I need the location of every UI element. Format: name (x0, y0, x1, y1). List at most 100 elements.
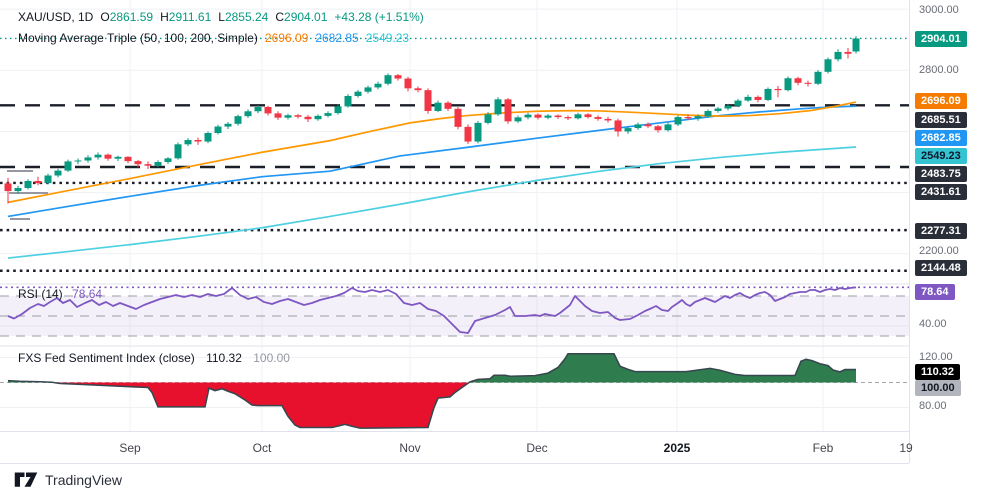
symbol-legend-row[interactable]: XAU/USD, 1D O2861.59 H2911.61 L2855.24 C… (18, 7, 424, 28)
candle-down (554, 115, 562, 118)
candle-down (304, 116, 312, 120)
candle-up (852, 38, 860, 52)
rsi-value: 78.64 (72, 287, 103, 301)
candle-up (314, 115, 322, 120)
rsi-line (7, 286, 857, 334)
candle-down (564, 117, 572, 119)
candle-down (194, 140, 202, 142)
candle-up (494, 99, 502, 115)
price-badge: 100.00 (915, 380, 961, 396)
candle-up (64, 161, 72, 171)
candle-down (604, 118, 612, 121)
candle-down (134, 161, 142, 165)
ohlc-open: O2861.59 (100, 10, 154, 24)
price-badge: 2696.09 (915, 93, 967, 109)
price-badge: 2144.48 (915, 260, 967, 276)
candle-up (354, 91, 362, 96)
candle-up (244, 111, 252, 117)
candle-up (664, 124, 672, 131)
ma-legend-row[interactable]: Moving Average Triple (50, 100, 200, Sim… (18, 28, 424, 49)
price-badge: 2431.61 (915, 184, 967, 200)
candle-down (614, 120, 622, 132)
candle-up (254, 106, 262, 112)
ma-indicator-title: Moving Average Triple (50, 100, 200, Sim… (18, 31, 258, 45)
candle-down (404, 78, 412, 89)
candle-up (234, 116, 242, 124)
fxs-area-positive (469, 353, 856, 383)
candle-down (804, 82, 812, 84)
ma50-line (7, 101, 857, 204)
candle-up (704, 110, 712, 117)
candle-up (344, 95, 352, 107)
price-badge: 2682.85 (915, 130, 967, 146)
fxs-legend-row[interactable]: FXS Fed Sentiment Index (close) 110.32 1… (18, 351, 290, 365)
price-axis-label: 2200.00 (919, 245, 959, 257)
candle-up (14, 188, 22, 192)
candle-down (654, 126, 662, 131)
brand-name: TradingView (45, 472, 123, 488)
candle-up (94, 154, 102, 158)
rsi-legend-row[interactable]: RSI (14) 78.64 (18, 287, 102, 301)
candle-down (584, 114, 592, 118)
candle-up (484, 114, 492, 123)
ma200-value: 2549.23 (365, 31, 410, 45)
price-badge: 2277.31 (915, 223, 967, 239)
candle-down (394, 75, 402, 79)
candle-down (504, 99, 512, 122)
candle-down (414, 88, 422, 91)
price-badge: 78.64 (915, 284, 955, 300)
candle-up (374, 83, 382, 88)
candle-up (84, 157, 92, 161)
change-value: +43.28 (+1.51%) (334, 10, 424, 24)
price-badge: 2549.23 (915, 148, 967, 164)
candle-down (444, 102, 452, 109)
candle-down (124, 156, 132, 162)
candle-up (204, 132, 212, 142)
candle-down (644, 124, 652, 127)
ohlc-low: L2855.24 (218, 10, 269, 24)
time-axis-label: 2025 (663, 441, 691, 455)
candle-up (834, 51, 842, 60)
ma50-value: 2696.09 (264, 31, 309, 45)
candle-down (844, 51, 852, 54)
candle-up (624, 128, 632, 132)
candle-up (154, 162, 162, 166)
price-badge: 2685.51 (915, 112, 967, 128)
rsi-title: RSI (14) (18, 287, 63, 301)
tradingview-logo-icon (14, 472, 38, 487)
time-axis[interactable]: Sep Oct Nov Dec 2025 Feb 19 (0, 431, 913, 464)
candle-up (44, 175, 52, 184)
candle-up (634, 124, 642, 129)
candle-up (364, 87, 372, 92)
ohlc-high: H2911.61 (160, 10, 212, 24)
candle-up (384, 75, 392, 84)
candle-down (684, 117, 692, 119)
time-axis-label: Dec (526, 441, 548, 455)
price-axis-label: 40.00 (919, 318, 947, 330)
candle-up (524, 114, 532, 118)
candle-up (514, 117, 522, 122)
time-axis-label: Nov (399, 441, 421, 455)
price-axis-label: 120.00 (919, 351, 953, 363)
price-badge: 2483.75 (915, 166, 967, 182)
candle-up (224, 123, 232, 127)
candle-down (4, 183, 12, 192)
time-axis-label: Sep (119, 441, 141, 455)
candle-up (474, 122, 482, 142)
candle-down (464, 126, 472, 142)
candle-up (324, 113, 332, 116)
fxs-line (468, 352, 856, 384)
price-axis-label: 3000.00 (919, 4, 959, 16)
candle-down (754, 96, 762, 100)
candle-up (694, 116, 702, 119)
fxs-title: FXS Fed Sentiment Index (close) (18, 351, 195, 365)
candle-up (814, 71, 822, 84)
legend: XAU/USD, 1D O2861.59 H2911.61 L2855.24 C… (18, 7, 424, 49)
price-axis[interactable]: 3000.00 2800.00 2200.00 40.00 120.00 80.00 290… (909, 0, 993, 463)
fxs-line (7, 379, 54, 384)
candle-up (164, 158, 172, 163)
candle-up (24, 180, 32, 189)
symbol-title: XAU/USD, 1D (18, 10, 94, 24)
candle-down (534, 114, 542, 118)
